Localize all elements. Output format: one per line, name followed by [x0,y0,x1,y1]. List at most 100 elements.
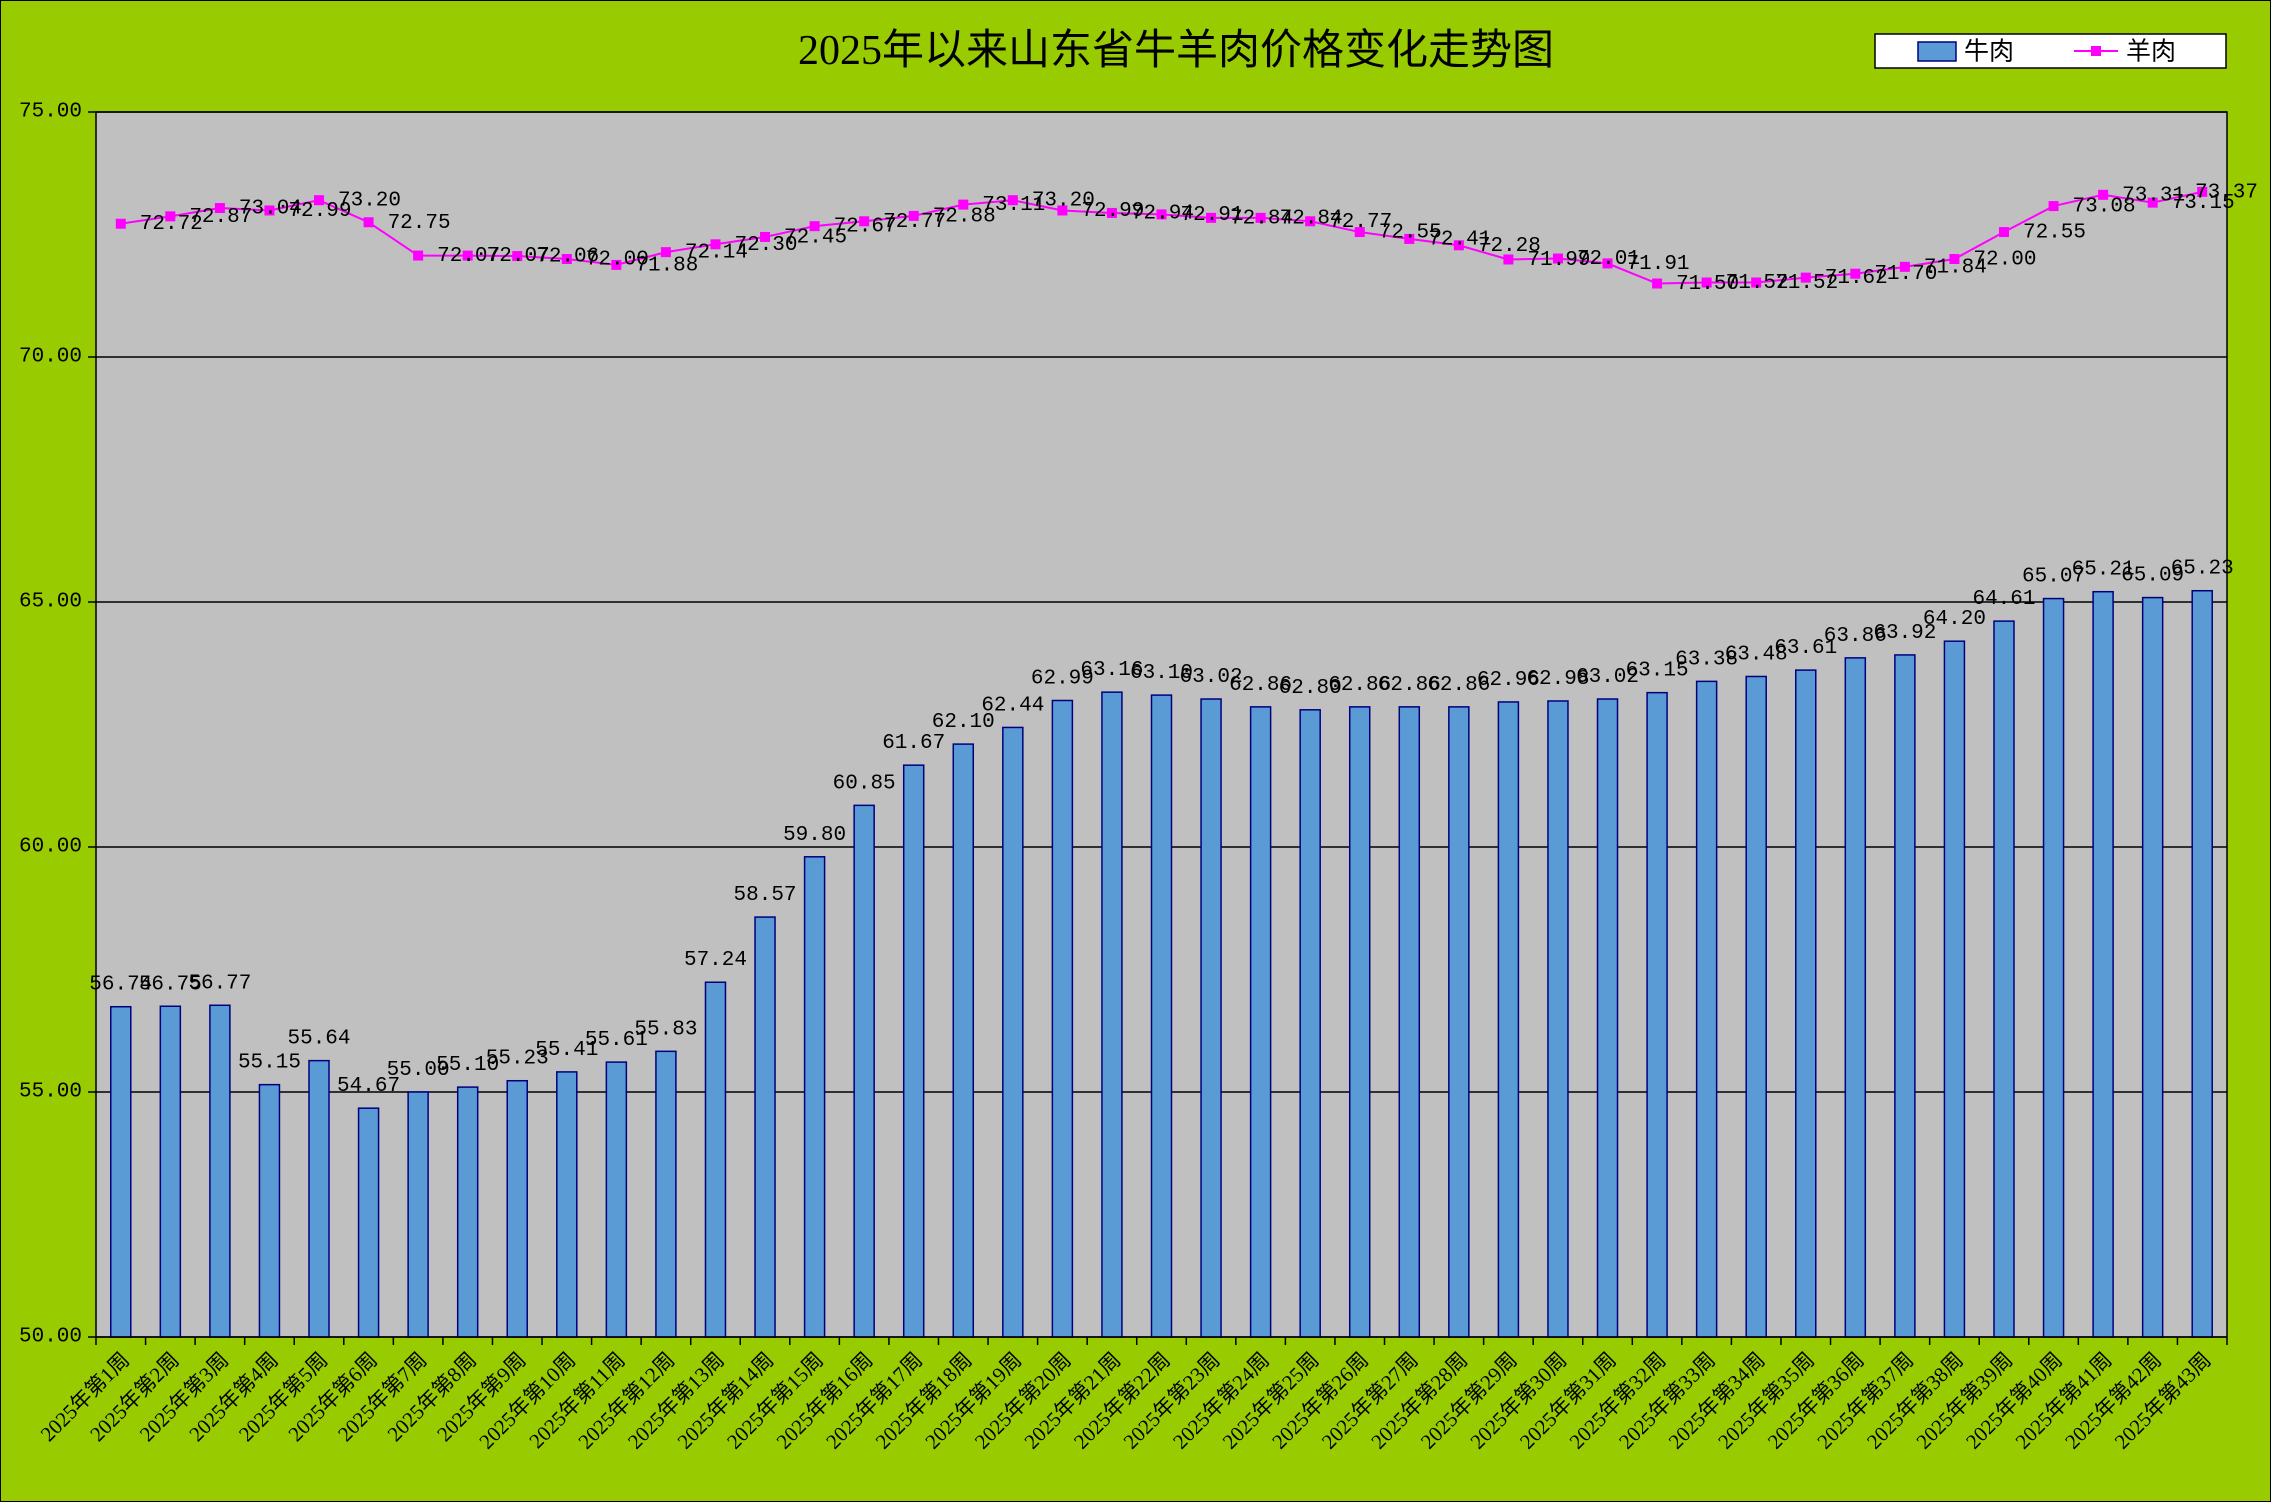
beef-value-label: 55.23 [486,1048,549,1071]
mutton-point [264,205,275,216]
beef-value-label: 63.92 [1873,622,1936,645]
beef-value-label: 62.96 [1477,669,1540,692]
y-tick-label: 55.00 [19,1081,82,1104]
plot-border [95,111,2228,1338]
mutton-point [1503,254,1514,265]
mutton-point [1057,205,1068,216]
mutton-value-label: 72.84 [1280,207,1343,230]
mutton-value-label: 71.52 [1775,272,1838,295]
beef-bar [1497,701,1520,1338]
beef-value-label: 62.86 [1328,674,1391,697]
mutton-point [1800,272,1811,283]
mutton-point [660,247,671,258]
mutton-value-label: 71.70 [1874,263,1937,286]
legend-swatch-beef [1917,41,1957,62]
beef-bar [110,1005,132,1338]
mutton-value-label: 72.00 [1973,249,2036,272]
beef-value-label: 63.16 [1080,659,1143,682]
mutton-point [413,250,424,261]
mutton-value-label: 72.07 [487,245,550,268]
mutton-value-label: 72.14 [685,242,748,265]
mutton-value-label: 72.45 [784,226,847,249]
mutton-point [363,217,374,228]
mutton-point [1998,227,2009,238]
beef-value-label: 64.20 [1923,608,1986,631]
mutton-point [561,254,572,264]
beef-value-label: 65.09 [2121,565,2184,588]
beef-bar [803,856,826,1338]
beef-bar [2141,596,2164,1338]
beef-bar [1101,691,1123,1338]
mutton-value-label: 72.87 [189,206,252,229]
beef-value-label: 62.86 [1378,674,1441,697]
beef-value-label: 61.67 [882,732,945,755]
mutton-point [1206,212,1217,223]
mutton-value-label: 72.55 [1379,222,1442,245]
mutton-point [462,250,473,261]
beef-bar [902,764,925,1338]
mutton-point [1652,278,1663,289]
mutton-point [1354,227,1365,238]
beef-value-label: 65.23 [2171,558,2234,581]
beef-bar [258,1083,281,1338]
beef-bar [853,804,875,1338]
mutton-value-label: 72.77 [883,211,946,234]
beef-bar [1398,706,1421,1338]
beef-value-label: 60.85 [833,772,896,795]
beef-value-label: 62.10 [932,711,995,734]
mutton-value-label: 72.99 [288,200,351,223]
mutton-point [1602,258,1613,269]
mutton-value-label: 71.91 [1627,253,1690,276]
legend-swatch-mutton-marker [2091,46,2101,56]
beef-bar [456,1086,479,1338]
beef-bar [1993,620,2015,1338]
mutton-point [1751,277,1762,288]
beef-value-label: 63.61 [1774,637,1837,660]
beef-value-label: 63.10 [1130,662,1193,685]
mutton-point [1899,261,1910,272]
beef-bar [754,916,776,1338]
beef-bar [952,743,975,1338]
beef-value-label: 62.44 [981,694,1044,717]
mutton-value-label: 71.62 [1825,267,1888,290]
beef-bar [1943,640,1966,1338]
beef-value-label: 62.80 [1279,677,1342,700]
beef-value-label: 65.07 [2022,566,2085,589]
mutton-point [1701,277,1712,288]
mutton-point [1007,195,1018,206]
mutton-point [1156,209,1167,220]
beef-value-label: 56.77 [188,972,251,995]
mutton-value-label: 71.52 [1726,272,1789,295]
beef-bar [1894,654,1916,1338]
mutton-point [760,231,771,242]
beef-value-label: 57.24 [684,949,747,972]
beef-value-label: 55.00 [387,1059,450,1082]
mutton-value-label: 73.20 [338,190,401,213]
beef-value-label: 55.64 [288,1028,351,1051]
beef-bar [1200,698,1222,1338]
mutton-value-label: 72.00 [586,249,649,272]
mutton-point [165,211,176,222]
mutton-point [1453,240,1464,251]
mutton-point [1552,253,1563,264]
y-axis: 50.00 55.00 60.00 65.00 70.00 75.00 [19,101,96,1349]
mutton-value-label: 73.31 [2122,184,2185,207]
beef-value-label: 63.02 [1180,666,1243,689]
mutton-point [1404,233,1415,244]
mutton-point [809,221,820,232]
beef-bar [1844,657,1867,1338]
mutton-value-label: 71.99 [1527,249,1590,272]
mutton-value-labels: 72.7272.8773.0472.9973.2072.7572.0772.07… [140,181,2258,296]
beef-bar [209,1004,231,1338]
beef-bar [1002,726,1024,1338]
mutton-value-label: 72.41 [1428,228,1491,251]
mutton-value-label: 72.88 [933,205,996,228]
mutton-point [314,195,325,206]
beef-value-label: 55.41 [535,1039,598,1062]
beef-bar [357,1107,380,1338]
mutton-value-label: 71.50 [1676,273,1739,296]
mutton-value-label: 72.01 [1577,248,1640,271]
beef-value-label: 62.86 [1229,674,1292,697]
mutton-value-label: 73.11 [982,194,1045,217]
